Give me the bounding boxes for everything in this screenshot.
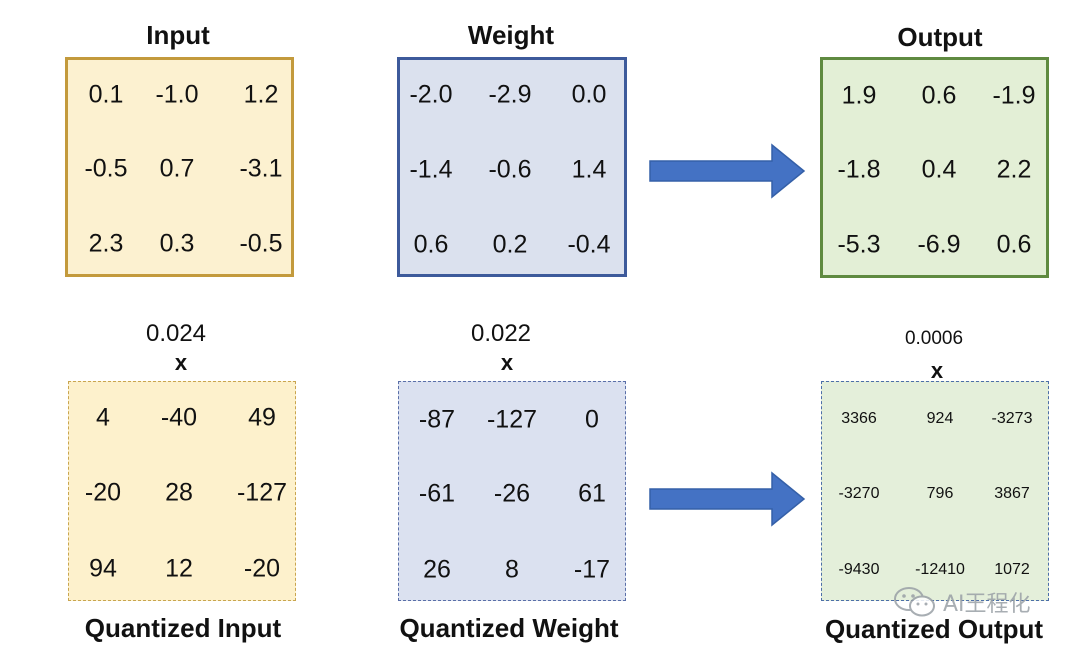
quantized-weight-cell-r1c2: -127 bbox=[486, 405, 538, 434]
quantized-output-matrix bbox=[821, 381, 1049, 601]
quantized-weight-times-sign: x bbox=[500, 350, 514, 375]
weight-cell-r1c3: 0.0 bbox=[571, 80, 607, 109]
quantized-weight-cell-r2c2: -26 bbox=[493, 479, 531, 508]
output-cell-r2c2: 0.4 bbox=[921, 155, 957, 184]
watermark: AI王程化 bbox=[893, 584, 1053, 620]
wechat-icon bbox=[894, 587, 935, 617]
input-cell-r1c1: 0.1 bbox=[88, 80, 124, 109]
weight-cell-r2c1: -1.4 bbox=[409, 155, 453, 184]
output-cell-r2c1: -1.8 bbox=[837, 155, 881, 184]
quantized-weight-matrix bbox=[398, 381, 626, 601]
output-cell-r3c2: -6.9 bbox=[917, 230, 961, 259]
weight-cell-r3c3: -0.4 bbox=[567, 230, 611, 259]
quantized-weight-cell-r2c3: 61 bbox=[578, 479, 606, 508]
output-cell-r1c1: 1.9 bbox=[841, 81, 877, 110]
quantized-input-cell-r1c1: 4 bbox=[96, 403, 110, 432]
input-matrix bbox=[65, 57, 294, 277]
quantized-input-cell-r3c2: 12 bbox=[165, 554, 193, 583]
quantized-input-cell-r2c3: -127 bbox=[236, 478, 288, 507]
input-cell-r3c3: -0.5 bbox=[239, 229, 283, 258]
output-matrix bbox=[820, 57, 1049, 278]
quantized-weight-cell-r1c3: 0 bbox=[585, 405, 599, 434]
input-title: Input bbox=[146, 20, 210, 50]
quantized-input-cell-r3c3: -20 bbox=[243, 554, 281, 583]
quantized-output-cell-r2c2: 796 bbox=[926, 485, 954, 502]
quantized-weight-title: Quantized Weight bbox=[399, 613, 619, 643]
input-cell-r2c1: -0.5 bbox=[84, 154, 128, 183]
quantized-input-cell-r2c1: -20 bbox=[84, 478, 122, 507]
quantized-output-cell-r3c2: -12410 bbox=[915, 561, 965, 578]
quantized-output-cell-r2c1: -3270 bbox=[838, 485, 880, 502]
quantized-output-times-sign: x bbox=[930, 358, 944, 383]
quantized-input-cell-r1c2: -40 bbox=[160, 403, 198, 432]
quantized-output-cell-r1c1: 3366 bbox=[841, 410, 877, 427]
output-cell-r3c1: -5.3 bbox=[837, 230, 881, 259]
watermark-text: AI王程化 bbox=[943, 592, 1031, 617]
bottom-arrow-icon bbox=[649, 471, 806, 527]
quantized-input-cell-r1c3: 49 bbox=[248, 403, 276, 432]
input-cell-r1c3: 1.2 bbox=[243, 80, 279, 109]
quantized-output-cell-r3c3: 1072 bbox=[994, 561, 1030, 578]
input-cell-r3c2: 0.3 bbox=[159, 229, 195, 258]
quantized-output-scale: 0.0006 bbox=[904, 328, 964, 349]
input-cell-r3c1: 2.3 bbox=[88, 229, 124, 258]
input-cell-r2c2: 0.7 bbox=[159, 154, 195, 183]
weight-title: Weight bbox=[467, 20, 555, 50]
output-cell-r1c3: -1.9 bbox=[992, 81, 1036, 110]
weight-cell-r1c1: -2.0 bbox=[409, 80, 453, 109]
weight-matrix bbox=[397, 57, 627, 277]
quantized-input-times-sign: x bbox=[174, 350, 188, 375]
quantized-weight-cell-r1c1: -87 bbox=[418, 405, 456, 434]
quantized-input-cell-r2c2: 28 bbox=[165, 478, 193, 507]
weight-cell-r1c2: -2.9 bbox=[488, 80, 532, 109]
quantized-output-cell-r1c3: -3273 bbox=[991, 410, 1033, 427]
quantized-output-cell-r3c1: -9430 bbox=[838, 561, 880, 578]
quantized-input-matrix bbox=[68, 381, 296, 601]
quantized-output-cell-r2c3: 3867 bbox=[994, 485, 1030, 502]
quantized-weight-cell-r3c3: -17 bbox=[573, 555, 611, 584]
weight-cell-r3c2: 0.2 bbox=[492, 230, 528, 259]
quantized-output-cell-r1c2: 924 bbox=[926, 410, 954, 427]
weight-cell-r3c1: 0.6 bbox=[413, 230, 449, 259]
weight-cell-r2c2: -0.6 bbox=[488, 155, 532, 184]
input-cell-r2c3: -3.1 bbox=[239, 154, 283, 183]
quantized-input-title: Quantized Input bbox=[84, 613, 282, 643]
quantized-weight-cell-r3c1: 26 bbox=[423, 555, 451, 584]
quantized-input-cell-r3c1: 94 bbox=[89, 554, 117, 583]
quantized-input-scale: 0.024 bbox=[145, 320, 207, 347]
output-title: Output bbox=[897, 22, 983, 52]
output-cell-r1c2: 0.6 bbox=[921, 81, 957, 110]
output-cell-r2c3: 2.2 bbox=[996, 155, 1032, 184]
quantized-output-title: Quantized Output bbox=[824, 614, 1044, 644]
quantized-weight-cell-r3c2: 8 bbox=[505, 555, 519, 584]
output-cell-r3c3: 0.6 bbox=[996, 230, 1032, 259]
input-cell-r1c2: -1.0 bbox=[155, 80, 199, 109]
quantized-weight-cell-r2c1: -61 bbox=[418, 479, 456, 508]
quantized-weight-scale: 0.022 bbox=[470, 320, 532, 347]
top-arrow-icon bbox=[649, 143, 806, 199]
weight-cell-r2c3: 1.4 bbox=[571, 155, 607, 184]
